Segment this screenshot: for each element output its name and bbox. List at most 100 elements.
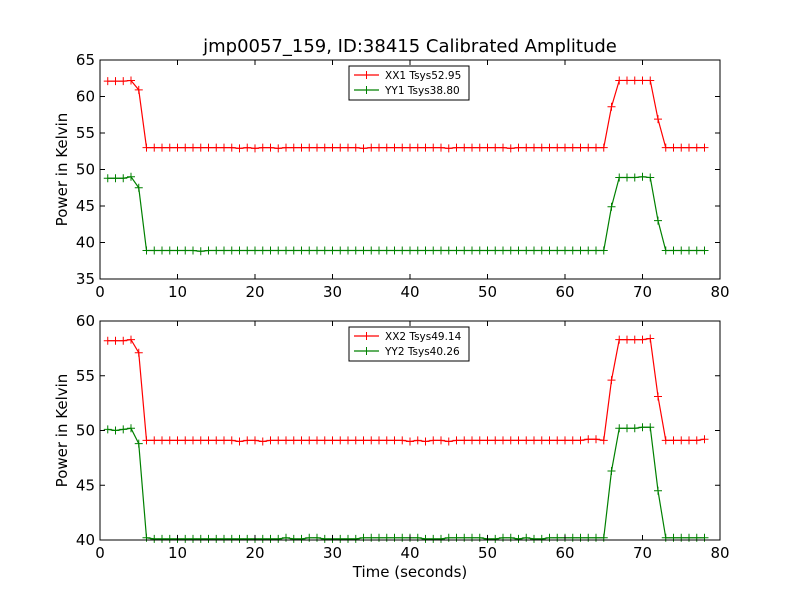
data-point	[119, 77, 128, 86]
data-point	[592, 533, 600, 542]
data-point	[204, 246, 213, 255]
data-point	[638, 423, 647, 432]
data-point	[382, 533, 391, 542]
data-point	[158, 436, 166, 445]
data-point	[328, 143, 337, 152]
data-point	[444, 144, 453, 153]
data-point	[413, 436, 422, 445]
data-point	[599, 436, 608, 445]
data-point	[398, 246, 407, 255]
y-tick-label: 45	[76, 476, 95, 494]
data-point	[181, 143, 190, 152]
data-point	[437, 534, 445, 543]
data-point	[313, 143, 321, 152]
data-point	[576, 246, 585, 255]
data-point	[553, 143, 562, 152]
data-point	[491, 534, 500, 543]
data-point	[328, 436, 337, 445]
data-point	[181, 534, 190, 543]
data-point	[142, 436, 151, 445]
y-tick-label: 45	[76, 197, 95, 215]
data-point	[266, 143, 275, 152]
data-point	[460, 246, 469, 255]
data-point	[506, 246, 515, 255]
data-point	[196, 534, 205, 543]
data-point	[289, 436, 298, 445]
data-point	[584, 533, 593, 542]
data-point	[398, 436, 407, 445]
data-point	[646, 76, 655, 85]
data-point	[111, 336, 120, 345]
data-point	[421, 437, 430, 446]
data-point	[700, 143, 709, 152]
data-point	[584, 246, 593, 255]
data-point	[119, 336, 128, 345]
data-point	[413, 533, 422, 542]
data-point	[630, 424, 639, 433]
data-point	[537, 143, 546, 152]
data-point	[545, 143, 554, 152]
data-point	[344, 534, 352, 543]
subplot-1: jmp0057_159, ID:38415 Calibrated Amplitu…	[53, 36, 730, 301]
data-point	[297, 246, 306, 255]
data-point	[305, 533, 314, 542]
data-point	[522, 246, 531, 255]
data-point	[382, 436, 391, 445]
data-point	[235, 534, 244, 543]
data-point	[367, 533, 376, 542]
legend-marker	[362, 86, 371, 94]
legend-marker	[362, 71, 371, 79]
data-point	[390, 246, 399, 255]
data-point	[568, 143, 577, 152]
data-point	[452, 533, 461, 542]
data-point	[483, 436, 492, 445]
data-point	[289, 246, 298, 255]
y-axis-label: Power in Kelvin	[53, 113, 71, 227]
data-point	[336, 246, 345, 255]
data-point	[475, 436, 484, 445]
data-point	[499, 533, 507, 542]
data-point	[375, 143, 383, 152]
data-point	[522, 143, 531, 152]
x-tick-label: 10	[168, 544, 187, 562]
data-point	[134, 348, 143, 357]
data-point	[142, 533, 151, 542]
x-tick-label: 30	[323, 283, 342, 301]
data-point	[638, 76, 647, 85]
data-point	[561, 143, 569, 152]
x-tick-label: 40	[400, 283, 419, 301]
data-point	[669, 436, 678, 445]
data-point	[483, 246, 492, 255]
data-point	[305, 436, 314, 445]
data-point	[638, 335, 647, 344]
data-point	[390, 436, 399, 445]
data-point	[375, 533, 383, 542]
data-point	[297, 436, 306, 445]
data-point	[576, 436, 585, 445]
data-point	[669, 246, 678, 255]
legend-box	[348, 65, 470, 101]
data-point	[514, 436, 523, 445]
data-point	[514, 246, 523, 255]
data-point	[134, 439, 143, 448]
data-point	[475, 143, 484, 152]
data-point	[196, 247, 205, 256]
data-point	[421, 246, 430, 255]
data-point	[111, 174, 120, 183]
data-point	[351, 143, 360, 152]
data-point	[243, 143, 252, 152]
data-point	[537, 436, 546, 445]
data-point	[553, 246, 562, 255]
data-point	[615, 76, 624, 85]
data-point	[344, 436, 352, 445]
x-tick-label: 60	[555, 544, 574, 562]
legend-marker	[362, 347, 371, 355]
series-line-2	[107, 176, 705, 252]
y-tick-label: 40	[76, 531, 95, 549]
y-tick-label: 60	[76, 312, 95, 330]
data-point	[282, 143, 290, 152]
data-point	[530, 143, 538, 152]
data-point	[158, 143, 166, 152]
data-point	[196, 436, 205, 445]
data-point	[251, 436, 259, 445]
